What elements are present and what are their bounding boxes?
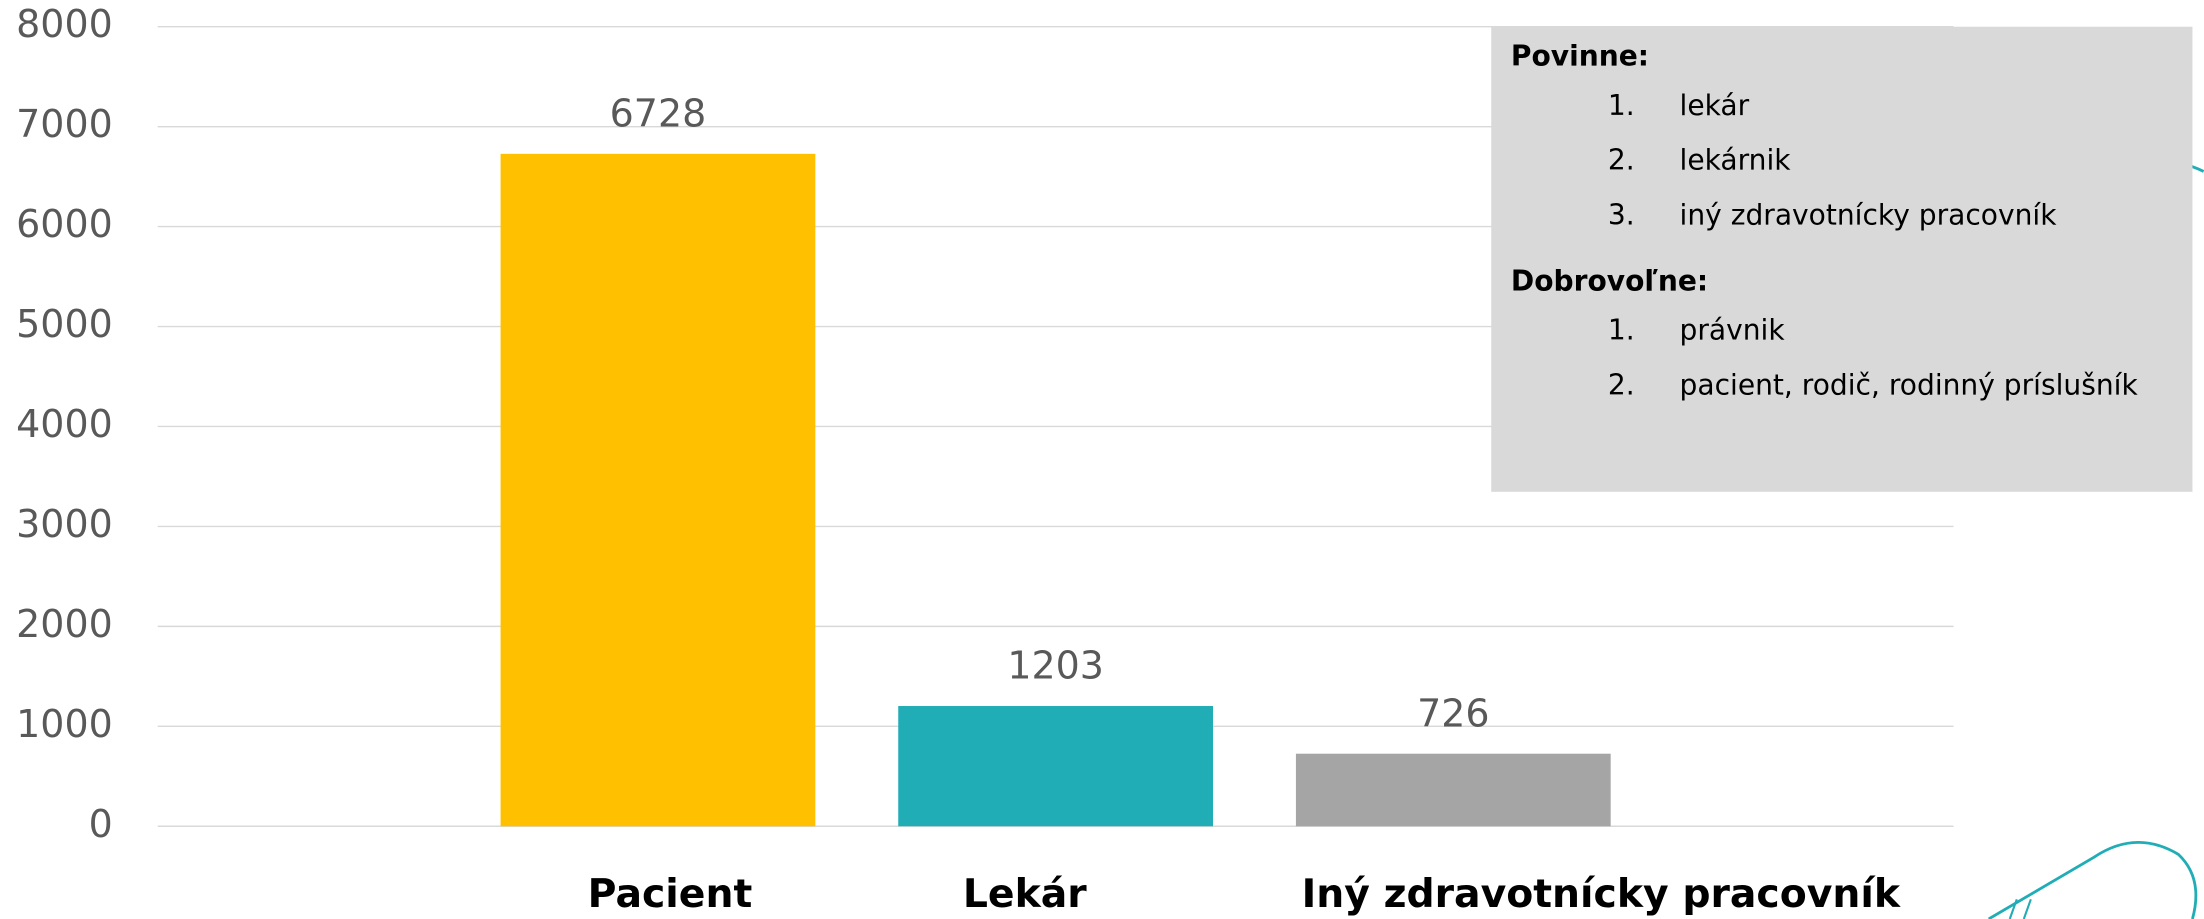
bar xyxy=(1295,753,1611,827)
y-tick-label: 0 xyxy=(89,802,113,846)
y-tick-label: 3000 xyxy=(16,502,113,546)
list-number: 2. xyxy=(1608,368,1635,401)
annotation-box xyxy=(1491,26,2193,492)
y-tick-label: 6000 xyxy=(16,202,113,246)
x-tick-label: Iný zdravotnícky pracovník xyxy=(1302,871,1901,917)
plot: 0 1000 2000 3000 4000 5000 6000 7000 8000 6728 Pac… xyxy=(16,2,1954,917)
decoration xyxy=(1987,841,2198,919)
y-tick-label: 2000 xyxy=(16,602,113,646)
decoration xyxy=(2008,898,2032,919)
data-label: 6728 xyxy=(610,91,707,135)
y-tick-label: 7000 xyxy=(16,102,113,146)
bar xyxy=(898,706,1214,827)
list-text: lekárnik xyxy=(1680,144,1792,177)
y-tick-label: 5000 xyxy=(16,302,113,346)
y-tick-label: 4000 xyxy=(16,402,113,446)
y-tick-label: 8000 xyxy=(16,2,113,46)
list-number: 1. xyxy=(1608,89,1635,122)
list-text: lekár xyxy=(1680,89,1750,122)
list-number: 3. xyxy=(1608,198,1635,231)
bar xyxy=(500,153,816,827)
annotation-heading: Dobrovoľne: xyxy=(1511,264,1708,297)
list-text: iný zdravotnícky pracovník xyxy=(1680,198,2058,231)
y-tick-label: 1000 xyxy=(16,702,113,746)
annotation-heading: Povinne: xyxy=(1511,40,1649,73)
list-text: pacient, rodič, rodinný príslušník xyxy=(1680,368,2139,401)
list-number: 2. xyxy=(1608,144,1635,177)
data-label: 726 xyxy=(1417,691,1489,735)
x-tick-label: Lekár xyxy=(963,871,1087,917)
list-text: právnik xyxy=(1680,314,1786,347)
data-label: 1203 xyxy=(1007,644,1104,688)
annotation: Povinne: 1. lekár 2. lekárnik 3. iný zdravotní… xyxy=(1511,40,2139,402)
list-number: 1. xyxy=(1608,314,1635,347)
x-tick-label: Pacient xyxy=(588,871,753,917)
